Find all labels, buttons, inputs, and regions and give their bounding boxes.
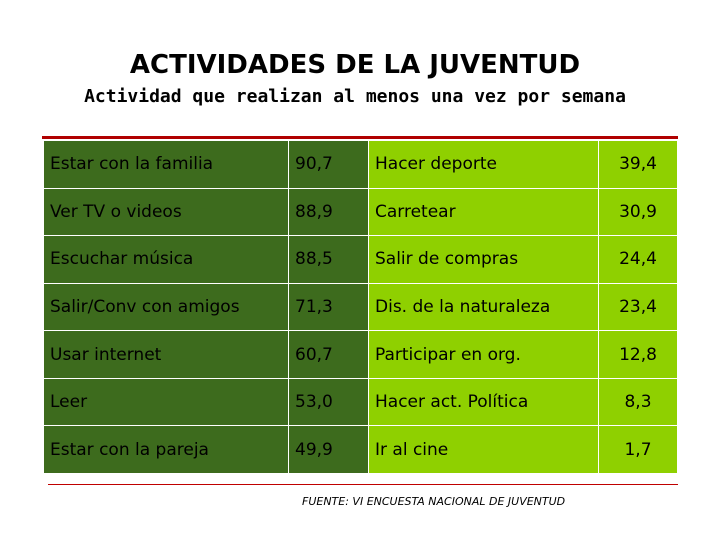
bottom-divider	[48, 484, 678, 485]
activities-table: Estar con la familia 90,7 Hacer deporte …	[43, 140, 678, 474]
activity-value: 53,0	[288, 377, 369, 427]
activity-value: 23,4	[598, 282, 678, 332]
activity-label: Estar con la pareja	[43, 425, 289, 474]
activity-label: Usar internet	[43, 330, 289, 379]
activity-label: Hacer deporte	[368, 140, 599, 189]
page-title: ACTIVIDADES DE LA JUVENTUD	[129, 50, 581, 80]
source-note: FUENTE: VI ENCUESTA NACIONAL DE JUVENTUD	[302, 495, 566, 508]
activity-label: Salir de compras	[368, 235, 599, 284]
activity-value: 88,5	[288, 235, 369, 284]
activity-value: 90,7	[288, 140, 369, 189]
activity-label: Escuchar música	[43, 235, 289, 284]
table-row: Salir/Conv con amigos 71,3 Dis. de la na…	[43, 282, 678, 332]
page-subtitle: Actividad que realizan al menos una vez …	[84, 86, 626, 107]
activity-value: 24,4	[598, 235, 678, 284]
activity-value: 12,8	[598, 330, 678, 379]
activity-value: 88,9	[288, 187, 369, 237]
table-row: Estar con la familia 90,7 Hacer deporte …	[43, 140, 678, 189]
activity-label: Salir/Conv con amigos	[43, 282, 289, 332]
activity-label: Ir al cine	[368, 425, 599, 474]
table-row: Leer 53,0 Hacer act. Política 8,3	[43, 377, 678, 427]
activity-value: 8,3	[598, 377, 678, 427]
activity-value: 49,9	[288, 425, 369, 474]
activity-label: Estar con la familia	[43, 140, 289, 189]
activity-label: Ver TV o videos	[43, 187, 289, 237]
activity-label: Leer	[43, 377, 289, 427]
table-row: Escuchar música 88,5 Salir de compras 24…	[43, 235, 678, 284]
activity-value: 71,3	[288, 282, 369, 332]
top-divider	[42, 136, 678, 139]
activity-value: 39,4	[598, 140, 678, 189]
activity-value: 1,7	[598, 425, 678, 474]
activity-value: 60,7	[288, 330, 369, 379]
table-row: Estar con la pareja 49,9 Ir al cine 1,7	[43, 425, 678, 474]
activity-label: Participar en org.	[368, 330, 599, 379]
activity-label: Dis. de la naturaleza	[368, 282, 599, 332]
activity-label: Carretear	[368, 187, 599, 237]
activity-value: 30,9	[598, 187, 678, 237]
activity-label: Hacer act. Política	[368, 377, 599, 427]
table-row: Ver TV o videos 88,9 Carretear 30,9	[43, 187, 678, 237]
table-row: Usar internet 60,7 Participar en org. 12…	[43, 330, 678, 379]
